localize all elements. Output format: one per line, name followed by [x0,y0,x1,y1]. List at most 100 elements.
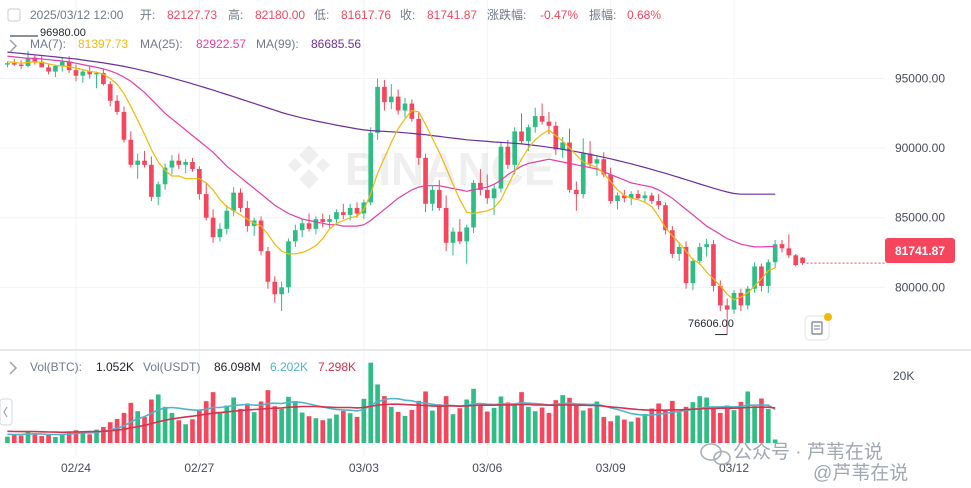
candle-body [155,184,161,197]
volume-bar [94,429,99,443]
candle-body [11,63,17,65]
volume-bar [587,408,593,443]
candle-body [752,266,757,289]
volume-bar [272,406,278,443]
volume-bar [292,401,298,443]
vol-btc-label: Vol(BTC): [30,360,82,374]
candle-body [690,260,696,284]
candle-body [395,96,401,111]
candle-body [738,292,744,306]
candle-body [279,287,284,295]
volume-bar [101,426,106,443]
candle-body [217,228,223,238]
period-high-value: 96980.00 [40,27,86,39]
volume-bar [656,403,661,443]
volume-bar [224,405,230,443]
candle-body [87,71,93,75]
close-value: 81741.87 [427,8,477,22]
volume-bar [683,406,689,443]
volume-bar [149,399,154,443]
vol-btc-value: 1.052K [96,360,134,374]
ma-legend-toggle-icon[interactable] [9,39,18,53]
volume-axis: 20K [893,369,914,383]
candle-body [39,61,45,68]
amplitude-value: 0.68% [627,8,661,22]
candle-body [526,127,531,142]
candle-body [190,162,195,169]
volume-bar [121,412,127,443]
time-tick-label: 02/27 [184,461,214,475]
candle-body [368,132,374,203]
candle-body [176,160,182,165]
candle-body [505,146,511,165]
candle-body [340,212,346,215]
candle-body [128,139,134,165]
volume-bar [299,412,305,443]
volume-bar [327,418,332,443]
volume-bar [388,406,394,443]
candle-body [450,231,456,243]
volume-bar [615,415,620,443]
candle-body [711,244,716,286]
volume-bar [39,435,45,443]
candle-body [800,257,805,264]
candle-body [553,125,559,150]
candle-body [491,188,497,199]
current-price-tag: 81741.87 [806,238,955,264]
volume-bar [245,403,250,443]
candle-body [80,71,86,76]
high-value: 82180.00 [255,8,305,22]
pane-scroll-handle[interactable] [0,398,13,426]
candle-body [402,103,408,111]
candle-body [628,194,634,199]
volume-bar [279,408,284,443]
vol-ma1-value: 6.202K [270,360,308,374]
volume-bar [128,402,134,443]
candle-body [539,116,545,122]
candle-body [765,262,771,286]
candle-body [779,244,785,249]
volume-bar [286,396,291,443]
volume-bar [409,409,415,443]
volume-bar [546,412,552,443]
volume-bar [608,421,613,443]
vol-legend-toggle-icon[interactable] [9,361,18,375]
candle-body [94,72,99,75]
volume-bar [457,408,463,443]
time-tick-label: 03/09 [596,461,626,475]
header-arrow-icon[interactable] [7,8,21,22]
period-high-marker: 96980.00 [10,27,86,39]
candle-body [320,219,326,222]
volume-bar [532,411,538,443]
volume-bar [450,414,456,443]
volume-bar [505,402,511,443]
volume-bar [745,391,751,443]
change-value: -0.47% [540,8,578,22]
candle-body [601,159,607,175]
price-tick-label: 80000.00 [895,280,945,294]
candlestick-series [5,50,805,335]
volume-bar [368,362,374,443]
candle-body [532,116,538,128]
candle-body [142,160,147,165]
period-low-marker: 76606.00 [688,318,734,336]
candle-body [334,212,339,220]
candle-body [574,189,579,195]
candle-body [471,182,476,228]
volume-bar [80,432,86,443]
volume-bar [628,421,634,443]
volume-ma-fast-line [7,397,776,436]
notes-icon[interactable] [804,313,832,341]
volume-bar [484,411,490,443]
volume-bar [663,410,668,443]
volume-bar [642,413,648,443]
candle-body [697,246,703,261]
volume-bar [334,414,339,443]
volume-bar [512,405,518,443]
exchange-watermark-text: BINANCE [345,143,555,195]
ma25-line [7,55,776,248]
volume-bar [18,435,24,443]
candle-body [73,70,79,76]
volume-bar [601,416,607,443]
